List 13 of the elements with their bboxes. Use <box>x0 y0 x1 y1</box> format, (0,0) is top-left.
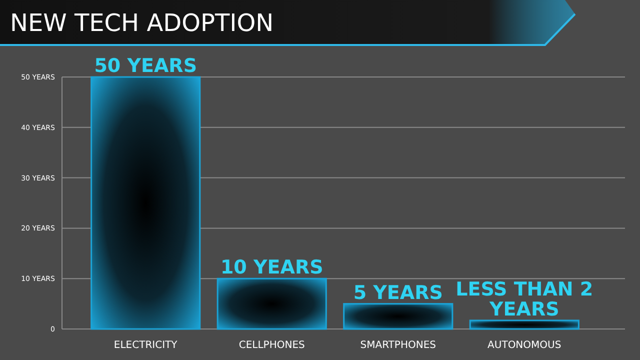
bar <box>343 303 454 330</box>
data-label: LESS THAN 2 YEARS <box>456 278 594 320</box>
x-tick-label: SMARTPHONES <box>360 340 436 351</box>
bar <box>216 278 327 330</box>
data-label: 5 YEARS <box>353 282 443 304</box>
x-tick-label: AUTONOMOUS <box>488 340 562 351</box>
bar <box>90 76 201 330</box>
x-tick-label: CELLPHONES <box>238 340 305 351</box>
bar <box>469 320 580 330</box>
data-label: 10 YEARS <box>220 256 324 279</box>
data-label: 50 YEARS <box>94 55 198 77</box>
chart-title: NEW TECH ADOPTION <box>10 9 274 37</box>
x-tick-label: ELECTRICITY <box>114 340 178 351</box>
